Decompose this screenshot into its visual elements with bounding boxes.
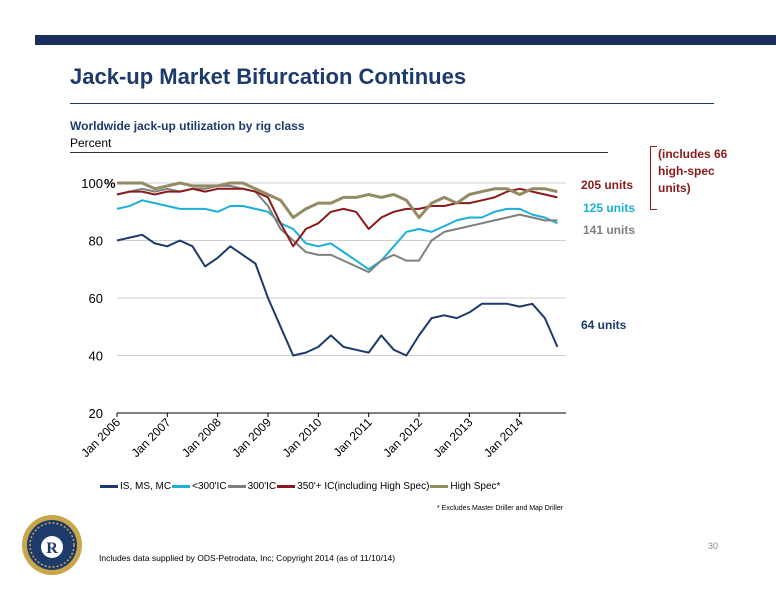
legend-label: High Spec* — [450, 481, 501, 492]
bracket-note: (includes 66 high-spec units) — [658, 147, 728, 195]
legend-item: IS, MS, MC — [100, 481, 171, 492]
series-line-350-ic-including-high-spec — [116, 187, 558, 248]
y-axis-ticks: 20 40 60 80 100% — [81, 176, 116, 421]
title-divider — [70, 103, 714, 104]
legend-swatch — [277, 484, 296, 488]
chart-legend: IS, MS, MC <300'IC 300'IC 350'+ IC(includin… — [100, 481, 570, 496]
x-tick-label: Jan 2012 — [380, 415, 425, 460]
x-tick-label: Jan 2010 — [280, 415, 325, 460]
x-tick-label: Jan 2011 — [331, 415, 375, 459]
x-tick-label: Jan 2013 — [431, 415, 476, 460]
top-banner-bar — [35, 35, 776, 45]
legend-item: 300'IC — [227, 481, 277, 492]
chart-grid — [117, 182, 566, 414]
legend-swatch — [430, 484, 449, 488]
bracket-marker — [650, 146, 657, 210]
legend-label: <300'IC — [192, 481, 227, 492]
chart-series — [116, 181, 559, 357]
series-line-is-ms-mc — [116, 233, 559, 357]
series-line-high-spec — [117, 181, 558, 219]
slide-title: Jack-up Market Bifurcation Continues — [70, 64, 467, 89]
legend-label: 300'IC — [247, 481, 277, 492]
legend-item: <300'IC — [172, 481, 227, 492]
y-axis-unit-label: Percent — [70, 136, 112, 150]
x-tick-label: Jan 2009 — [229, 415, 274, 460]
x-axis-ticks: Jan 2006 Jan 2007 Jan 2008 Jan 2009 Jan 2010… — [78, 413, 526, 460]
x-tick-label: Jan 2006 — [78, 415, 123, 460]
legend-swatch — [227, 484, 246, 488]
y-tick-label: 60 — [89, 291, 103, 306]
svg-text:R: R — [46, 540, 58, 557]
footnote: * Excludes Master Driller and Map Drille… — [437, 505, 564, 512]
legend-label: 350'+ IC(including High Spec) — [297, 481, 430, 492]
y-tick-label: 100 — [81, 176, 103, 191]
y-tick-label: 40 — [89, 349, 103, 364]
x-tick-label: Jan 2007 — [129, 415, 174, 460]
legend-item: High Spec* — [430, 481, 500, 492]
y-tick-label: 80 — [89, 234, 103, 249]
y-unit-suffix: % — [104, 176, 116, 191]
300ic-units-label: 141 units — [583, 223, 636, 237]
source-note: Includes data supplied by ODS-Petrodata,… — [99, 553, 396, 563]
company-seal-logo: R — [22, 515, 82, 575]
legend-swatch — [172, 484, 191, 488]
y-tick-label: 20 — [89, 406, 103, 421]
legend-label: IS, MS, MC — [120, 481, 172, 492]
unit-divider — [70, 152, 608, 153]
is-ms-mc-units-label: 64 units — [581, 318, 627, 332]
under-300ic-units-label: 125 units — [583, 201, 636, 215]
series-line-300-ic — [116, 199, 558, 271]
x-tick-label: Jan 2008 — [179, 415, 224, 460]
legend-item: 350'+ IC(including High Spec) — [277, 481, 429, 492]
legend-swatch — [100, 484, 118, 488]
page-number: 30 — [708, 541, 719, 551]
chart-title: Worldwide jack-up utilization by rig cla… — [70, 119, 305, 133]
x-tick-label: Jan 2014 — [481, 415, 526, 460]
high-spec-units-label: 205 units — [581, 178, 634, 192]
